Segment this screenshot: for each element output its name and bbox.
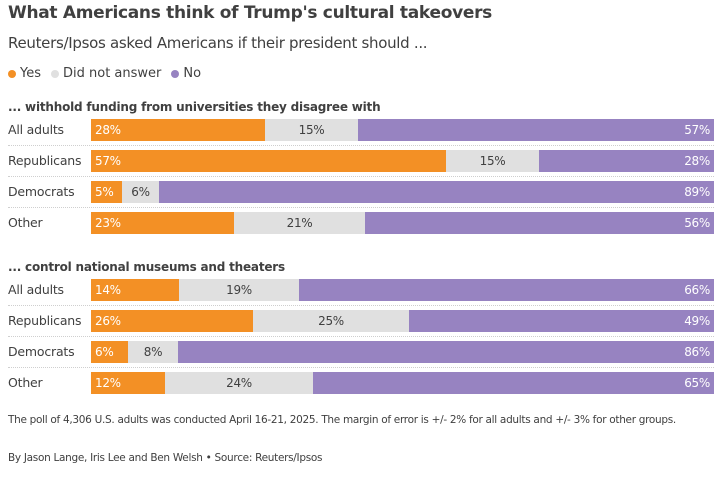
- bar-segment-did-not-answer: 19%: [179, 279, 299, 301]
- legend: Yes Did not answer No: [8, 66, 211, 81]
- data-label: 15%: [298, 123, 325, 137]
- row-divider: [8, 305, 714, 306]
- bar-segment-no: 28%: [539, 150, 714, 172]
- legend-item-did-not-answer: Did not answer: [51, 66, 161, 81]
- bar-segment-did-not-answer: 25%: [253, 310, 409, 332]
- bar-row-other: 12% 24% 65%: [91, 372, 714, 394]
- legend-swatch-did-not-answer: [51, 69, 59, 78]
- data-label: 23%: [95, 216, 121, 230]
- data-label: 21%: [286, 216, 313, 230]
- data-label: 49%: [684, 314, 710, 328]
- bar-row-democrats: 5% 6% 89%: [91, 181, 714, 203]
- bar-row-all-adults: 28% 15% 57%: [91, 119, 714, 141]
- bar-row-all-adults: 14% 19% 66%: [91, 279, 714, 301]
- data-label: 6%: [95, 345, 114, 359]
- group-title: ... control national museums and theater…: [8, 260, 285, 274]
- data-label: 28%: [684, 154, 710, 168]
- bar-segment-yes: 12%: [91, 372, 165, 394]
- data-label: 15%: [479, 154, 506, 168]
- data-label: 57%: [95, 154, 121, 168]
- bar-row-democrats: 6% 8% 86%: [91, 341, 714, 363]
- bar-segment-did-not-answer: 8%: [128, 341, 178, 363]
- bar-segment-no: 56%: [365, 212, 714, 234]
- bar-segment-did-not-answer: 24%: [165, 372, 313, 394]
- data-label: 24%: [226, 376, 252, 390]
- footnote: The poll of 4,306 U.S. adults was conduc…: [8, 414, 676, 426]
- legend-label-did-not-answer: Did not answer: [63, 66, 162, 81]
- credit-line: By Jason Lange, Iris Lee and Ben Welsh •…: [8, 452, 323, 464]
- bar-row-republicans: 57% 15% 28%: [91, 150, 714, 172]
- data-label: 5%: [95, 185, 114, 199]
- data-label: 65%: [684, 376, 710, 390]
- bar-segment-no: 66%: [299, 279, 714, 301]
- chart-title: What Americans think of Trump's cultural…: [8, 3, 492, 23]
- bar-segment-no: 65%: [313, 372, 714, 394]
- data-label: 86%: [684, 345, 710, 359]
- bar-segment-no: 49%: [409, 310, 714, 332]
- bar-segment-did-not-answer: 15%: [446, 150, 539, 172]
- legend-swatch-no: [171, 69, 180, 78]
- chart-subtitle: Reuters/Ipsos asked Americans if their p…: [8, 34, 428, 52]
- bar-segment-no: 57%: [358, 119, 714, 141]
- row-label-all-adults: All adults: [8, 282, 64, 297]
- legend-item-yes: Yes: [8, 66, 41, 81]
- data-label: 14%: [95, 283, 121, 297]
- row-label-democrats: Democrats: [8, 184, 75, 199]
- bar-segment-yes: 23%: [91, 212, 234, 234]
- bar-segment-yes: 6%: [91, 341, 128, 363]
- bar-segment-did-not-answer: 6%: [122, 181, 159, 203]
- legend-label-no: No: [183, 66, 202, 81]
- data-label: 57%: [684, 123, 710, 137]
- data-label: 89%: [684, 185, 710, 199]
- row-label-all-adults: All adults: [8, 122, 64, 137]
- bar-segment-did-not-answer: 15%: [265, 119, 358, 141]
- bar-segment-yes: 5%: [91, 181, 122, 203]
- bar-row-republicans: 26% 25% 49%: [91, 310, 714, 332]
- row-divider: [8, 176, 714, 177]
- legend-item-no: No: [171, 66, 201, 81]
- bar-segment-no: 89%: [159, 181, 714, 203]
- bar-segment-did-not-answer: 21%: [234, 212, 365, 234]
- legend-swatch-yes: [8, 69, 16, 78]
- bar-segment-yes: 26%: [91, 310, 253, 332]
- data-label: 25%: [318, 314, 344, 328]
- data-label: 66%: [684, 283, 710, 297]
- bar-segment-yes: 14%: [91, 279, 179, 301]
- row-label-republicans: Republicans: [8, 153, 82, 168]
- row-label-other: Other: [8, 375, 43, 390]
- bar-row-other: 23% 21% 56%: [91, 212, 714, 234]
- row-label-democrats: Democrats: [8, 344, 75, 359]
- row-divider: [8, 145, 714, 146]
- data-label: 56%: [684, 216, 710, 230]
- bar-segment-yes: 28%: [91, 119, 265, 141]
- data-label: 12%: [95, 376, 121, 390]
- row-divider: [8, 336, 714, 337]
- data-label: 6%: [131, 185, 150, 199]
- bar-segment-no: 86%: [178, 341, 714, 363]
- data-label: 26%: [95, 314, 121, 328]
- row-label-other: Other: [8, 215, 43, 230]
- legend-label-yes: Yes: [20, 66, 41, 81]
- group-title: ... withhold funding from universities t…: [8, 100, 381, 114]
- row-divider: [8, 207, 714, 208]
- row-label-republicans: Republicans: [8, 313, 82, 328]
- row-divider: [8, 367, 714, 368]
- data-label: 8%: [143, 345, 163, 359]
- data-label: 19%: [226, 283, 252, 297]
- bar-segment-yes: 57%: [91, 150, 446, 172]
- data-label: 28%: [95, 123, 121, 137]
